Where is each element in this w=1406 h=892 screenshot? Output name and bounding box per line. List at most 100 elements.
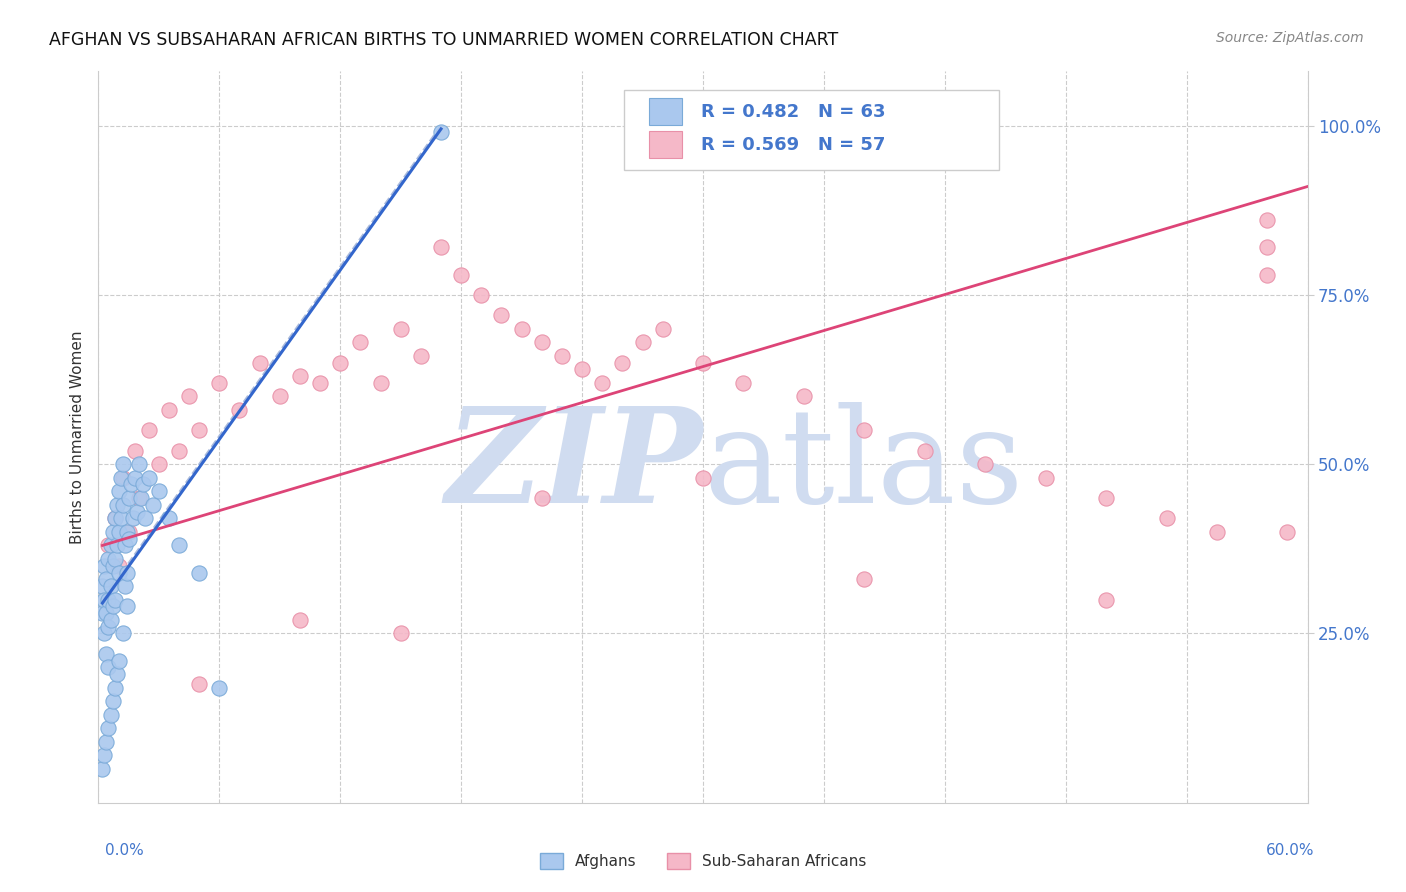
Point	[128, 457, 150, 471]
Point	[105, 538, 128, 552]
Point	[103, 511, 125, 525]
Point	[974, 457, 997, 471]
Point	[157, 403, 180, 417]
Point	[103, 592, 125, 607]
Point	[125, 505, 148, 519]
Point	[510, 322, 533, 336]
Point	[132, 477, 155, 491]
Point	[491, 308, 513, 322]
Point	[167, 538, 190, 552]
Point	[111, 457, 134, 471]
Point	[110, 471, 132, 485]
Point	[733, 376, 755, 390]
Point	[97, 660, 120, 674]
FancyBboxPatch shape	[648, 98, 682, 125]
Point	[530, 335, 553, 350]
Point	[188, 677, 211, 691]
Point	[96, 647, 118, 661]
Point	[167, 443, 190, 458]
Point	[612, 355, 634, 369]
Point	[450, 268, 472, 282]
Point	[103, 552, 125, 566]
Point	[148, 457, 170, 471]
Point	[853, 423, 876, 437]
Point	[118, 491, 141, 505]
Point	[100, 613, 122, 627]
Point	[409, 349, 432, 363]
Point	[91, 579, 114, 593]
Point	[91, 606, 114, 620]
Point	[101, 599, 124, 614]
Point	[110, 511, 132, 525]
Point	[96, 606, 118, 620]
Point	[1206, 524, 1229, 539]
Point	[97, 620, 120, 634]
Text: AFGHAN VS SUBSAHARAN AFRICAN BIRTHS TO UNMARRIED WOMEN CORRELATION CHART: AFGHAN VS SUBSAHARAN AFRICAN BIRTHS TO U…	[49, 31, 838, 49]
Point	[103, 511, 125, 525]
Point	[97, 538, 120, 552]
Point	[114, 538, 136, 552]
Point	[107, 524, 129, 539]
Point	[179, 389, 201, 403]
Point	[329, 355, 352, 369]
Point	[115, 599, 138, 614]
Point	[914, 443, 936, 458]
Point	[128, 491, 150, 505]
Point	[1095, 491, 1118, 505]
Point	[389, 322, 412, 336]
Point	[96, 572, 118, 586]
Point	[97, 721, 120, 735]
Point	[134, 511, 156, 525]
Point	[692, 355, 714, 369]
Point	[100, 707, 122, 722]
Point	[692, 471, 714, 485]
Point	[370, 376, 392, 390]
Point	[288, 369, 311, 384]
Text: ZIP: ZIP	[446, 401, 703, 531]
Point	[97, 552, 120, 566]
Point	[228, 403, 250, 417]
Point	[1256, 268, 1278, 282]
Point	[470, 288, 492, 302]
Point	[105, 498, 128, 512]
Text: R = 0.569   N = 57: R = 0.569 N = 57	[700, 136, 884, 153]
Point	[115, 524, 138, 539]
Point	[571, 362, 593, 376]
Point	[142, 498, 165, 512]
Point	[430, 125, 453, 139]
Point	[114, 579, 136, 593]
Point	[349, 335, 371, 350]
Point	[107, 654, 129, 668]
Point	[107, 484, 129, 499]
Point	[101, 558, 124, 573]
Point	[103, 681, 125, 695]
Point	[93, 592, 115, 607]
Point	[120, 477, 142, 491]
Point	[93, 558, 115, 573]
Text: atlas: atlas	[703, 401, 1024, 531]
Point	[1256, 213, 1278, 227]
Point	[111, 498, 134, 512]
Point	[430, 240, 453, 254]
Point	[1277, 524, 1299, 539]
Text: Source: ZipAtlas.com: Source: ZipAtlas.com	[1216, 31, 1364, 45]
Point	[105, 667, 128, 681]
Point	[288, 613, 311, 627]
FancyBboxPatch shape	[648, 131, 682, 158]
Point	[101, 694, 124, 708]
Point	[96, 735, 118, 749]
Point	[651, 322, 673, 336]
Point	[100, 579, 122, 593]
Point	[188, 566, 211, 580]
Point	[111, 626, 134, 640]
Point	[853, 572, 876, 586]
Point	[101, 524, 124, 539]
Point	[118, 524, 141, 539]
Point	[208, 681, 231, 695]
Point	[124, 471, 146, 485]
Point	[530, 491, 553, 505]
Point	[591, 376, 613, 390]
Point	[249, 355, 271, 369]
Text: 0.0%: 0.0%	[105, 843, 145, 858]
Point	[124, 443, 146, 458]
